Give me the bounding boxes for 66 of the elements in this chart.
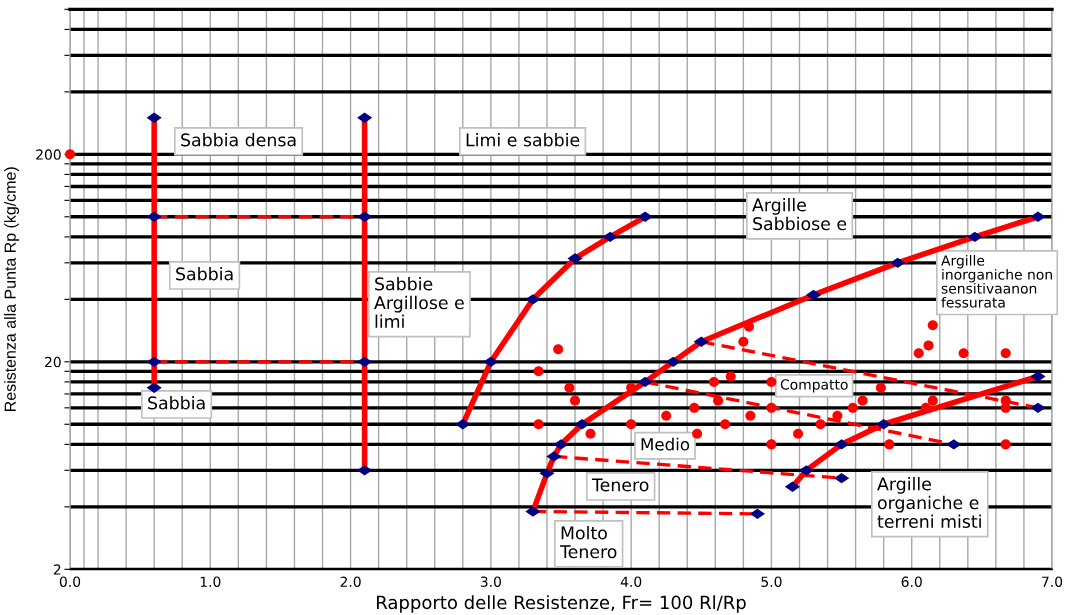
point [1030,402,1046,414]
annotation: Argille inorganiche non sensitivaanon fessurata [941,255,1052,308]
annotation: Medio [641,437,690,451]
y-tick-label: 20 [45,356,61,368]
point [927,395,938,406]
point [927,320,938,331]
y-tick-label: 2 [53,564,61,575]
point [832,410,843,421]
point [847,402,858,413]
point [833,472,850,484]
point [884,439,895,450]
point [749,508,766,520]
x-tick-label: 5.0 [761,576,782,587]
point [553,344,564,355]
point [745,410,756,421]
annotation: Argille organiche e terreni misti [877,477,981,528]
annotation: Sabbia [148,396,205,410]
y-tick-label: 200 [36,149,61,160]
point [805,289,822,301]
point [626,419,637,430]
annotation: Sabbia densa [181,133,296,147]
x-tick-label: 6.0 [901,576,922,587]
annotation: Compatto [780,379,848,393]
point [689,402,700,413]
point [637,376,653,388]
x-tick-label: 0.0 [59,576,81,587]
point [738,336,749,347]
point [766,439,777,450]
point [533,366,544,377]
x-tick-label: 2.0 [340,576,361,587]
point [1000,348,1011,359]
point [570,395,581,406]
point [713,395,724,406]
annotation: Molto Tenero [559,526,617,559]
point [533,419,544,430]
point [913,348,924,359]
point [766,402,777,413]
point [923,340,934,351]
point [967,231,983,243]
point [64,149,76,160]
annotation: Argille Sabbiose e [752,198,847,231]
point [875,382,886,393]
x-tick-label: 1.0 [200,576,221,587]
point [793,428,804,439]
point [725,371,736,382]
point [585,428,596,439]
point [857,395,868,406]
y-axis-title: Resistenza alla Punta Rp (kg/cme) [4,167,19,411]
point [1000,439,1011,450]
point [661,410,672,421]
point [708,376,719,387]
point [564,382,575,393]
annotation: Sabbia [176,267,233,281]
point [720,419,731,430]
x-axis-title: Rapporto delle Resistenze, Fr= 100 Rl/Rp [377,595,746,613]
point [766,376,777,387]
point [958,348,969,359]
annotation: Sabbie Argillose e limi [374,277,464,328]
point [815,419,826,430]
annotation: Tenero [591,478,649,492]
point [692,428,703,439]
x-tick-label: 3.0 [480,576,501,587]
x-tick-label: 4.0 [620,576,642,587]
annotation: Limi e sabbie [466,133,580,147]
point [602,231,618,243]
x-tick-label: 7.0 [1042,576,1063,587]
